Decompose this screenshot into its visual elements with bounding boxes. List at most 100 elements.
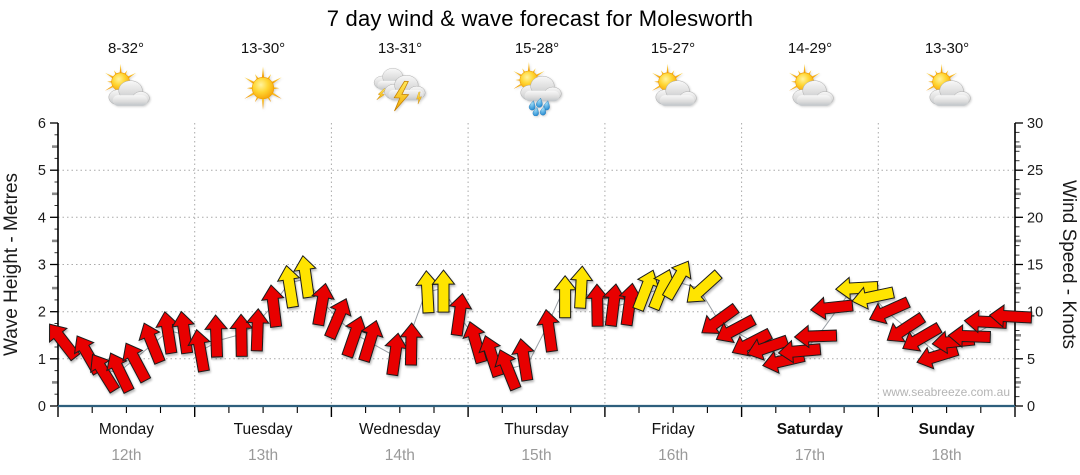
wind-arrow: [276, 264, 301, 309]
partly-cloudy-icon: [105, 63, 150, 106]
right-axis-title: Wind Speed - Knots: [1058, 180, 1079, 349]
wind-arrow: [49, 323, 81, 362]
wind-arrow: [260, 284, 285, 328]
wind-arrow: [311, 282, 335, 327]
wind-arrow: [171, 310, 196, 355]
wind-arrow: [851, 286, 895, 310]
raindrop-shape: [536, 97, 543, 108]
partly-cloudy-icon: [789, 63, 834, 106]
wind-arrow: [478, 335, 505, 379]
right-tick-label: 25: [1027, 163, 1043, 179]
right-tick-label: 15: [1027, 258, 1043, 274]
wind-arrow: [341, 315, 368, 359]
wind-arrow: [122, 342, 152, 384]
lightning-bolt-shape: [416, 91, 422, 105]
wind-arrow: [963, 309, 1008, 334]
wind-arrow: [809, 296, 854, 321]
wind-arrow: [187, 328, 212, 373]
wind-arrow: [431, 269, 456, 313]
cloud-shape: [520, 75, 562, 102]
left-tick-label: 6: [38, 116, 46, 132]
right-tick-label: 20: [1027, 210, 1043, 226]
watermark: www.seabreeze.com.au: [882, 385, 1010, 399]
cloud-shape: [929, 80, 971, 106]
day-label: Monday: [99, 421, 154, 438]
thunderstorm-icon: [373, 68, 426, 112]
day-header-monday: 8-32°: [61, 40, 191, 121]
wind-arrow: [511, 338, 535, 382]
wind-arrow: [494, 349, 522, 392]
wind-arrow: [245, 308, 270, 352]
wind-arrow: [834, 276, 879, 301]
date-label: 15th: [521, 447, 551, 464]
wind-arrow: [462, 321, 488, 365]
wind-arrow: [585, 283, 610, 327]
wind-arrow: [229, 313, 254, 357]
sun-showers-icon: [513, 62, 562, 117]
lightning-bolt-shape: [393, 80, 410, 112]
wind-arrow: [204, 314, 229, 358]
temperature-range: 8-32°: [107, 40, 145, 57]
wind-arrow: [415, 270, 440, 314]
date-label: 16th: [658, 447, 688, 464]
day-header-saturday: 14-29°: [745, 40, 875, 121]
temperature-range: 15-27°: [650, 40, 696, 57]
sunny-icon: [244, 66, 282, 110]
wind-arrow: [569, 265, 594, 309]
left-tick-label: 4: [38, 210, 46, 226]
right-tick-label: 5: [1027, 352, 1035, 368]
temperature-range: 13-31°: [377, 40, 423, 57]
wind-arrow: [661, 260, 692, 302]
wind-arrow: [988, 304, 1033, 329]
sun-shape: [244, 66, 282, 110]
wind-arrow: [384, 332, 409, 377]
day-label: Friday: [652, 421, 695, 438]
day-header-tuesday: 13-30°: [198, 40, 328, 121]
left-tick-label: 2: [38, 305, 46, 321]
wind-arrow: [793, 324, 838, 349]
wind-arrow: [553, 274, 578, 319]
date-label: 12th: [111, 447, 141, 464]
temperature-range: 15-28°: [514, 40, 560, 57]
wind-arrow: [777, 339, 822, 364]
wind-arrow: [916, 344, 960, 370]
date-label: 18th: [932, 447, 962, 464]
left-tick-label: 5: [38, 163, 46, 179]
day-header-sunday: 13-30°: [882, 40, 1012, 121]
wind-arrow: [106, 352, 135, 394]
raindrop-shape: [528, 100, 536, 111]
wind-arrow: [358, 319, 384, 364]
cloud-shape: [792, 80, 834, 106]
wind-arrows: [49, 255, 1033, 394]
day-label: Sunday: [919, 421, 975, 438]
wind-arrow: [947, 324, 991, 349]
partly-cloudy-icon: [652, 63, 697, 106]
cloud-shape: [108, 80, 150, 106]
day-label: Tuesday: [234, 421, 293, 438]
wind-arrow: [536, 308, 561, 353]
wind-arrow: [686, 269, 723, 303]
day-header-wednesday: 13-31°: [335, 40, 465, 121]
cloud-shape: [655, 80, 697, 106]
left-tick-label: 1: [38, 352, 46, 368]
wind-arrow: [715, 314, 757, 344]
right-tick-label: 30: [1027, 116, 1043, 132]
wind-arrow: [902, 322, 943, 352]
wind-arrow: [448, 292, 473, 337]
page-title: 7 day wind & wave forecast for Moleswort…: [326, 6, 754, 31]
wind-arrow: [886, 312, 927, 343]
left-tick-label: 0: [38, 399, 46, 415]
wind-arrow: [399, 322, 424, 366]
raindrop-shape: [543, 100, 550, 111]
date-label: 14th: [385, 447, 415, 464]
day-label: Thursday: [504, 421, 569, 438]
temperature-range: 13-30°: [924, 40, 970, 57]
date-label: 17th: [795, 447, 825, 464]
wind-arrow: [138, 322, 166, 365]
temperature-range: 14-29°: [787, 40, 833, 57]
temperature-range: 13-30°: [240, 40, 286, 57]
wind-arrow: [746, 334, 790, 361]
left-tick-label: 3: [38, 258, 46, 274]
